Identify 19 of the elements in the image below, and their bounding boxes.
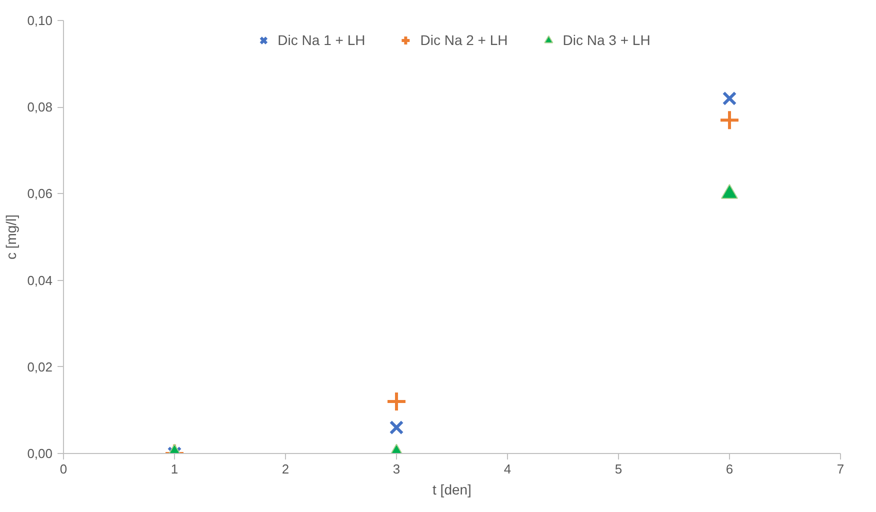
- y-tick-label: 0,04: [27, 272, 53, 288]
- x-tick-label: 5: [614, 462, 622, 476]
- x-axis-title: t [den]: [432, 482, 472, 498]
- x-tick-label: 7: [836, 462, 844, 476]
- y-tick-label: 0,08: [27, 100, 53, 115]
- legend-label: Dic Na 1 + LH: [278, 32, 366, 48]
- y-axis-title: c [mg/l]: [3, 214, 20, 260]
- x-tick-label: 0: [60, 462, 68, 476]
- x-tick-label: 1: [170, 462, 178, 476]
- y-tick-label: 0,06: [27, 186, 53, 202]
- legend-label: Dic Na 3 + LH: [562, 32, 650, 48]
- y-tick-label: 0,00: [27, 446, 53, 461]
- x-tick-label: 3: [392, 462, 400, 476]
- y-tick-label: 0,10: [27, 13, 53, 28]
- x-tick-label: 4: [504, 462, 512, 476]
- x-tick-label: 2: [282, 462, 290, 476]
- x-tick-label: 6: [726, 462, 734, 476]
- y-tick-label: 0,02: [27, 359, 53, 374]
- legend-label: Dic Na 2 + LH: [420, 32, 508, 48]
